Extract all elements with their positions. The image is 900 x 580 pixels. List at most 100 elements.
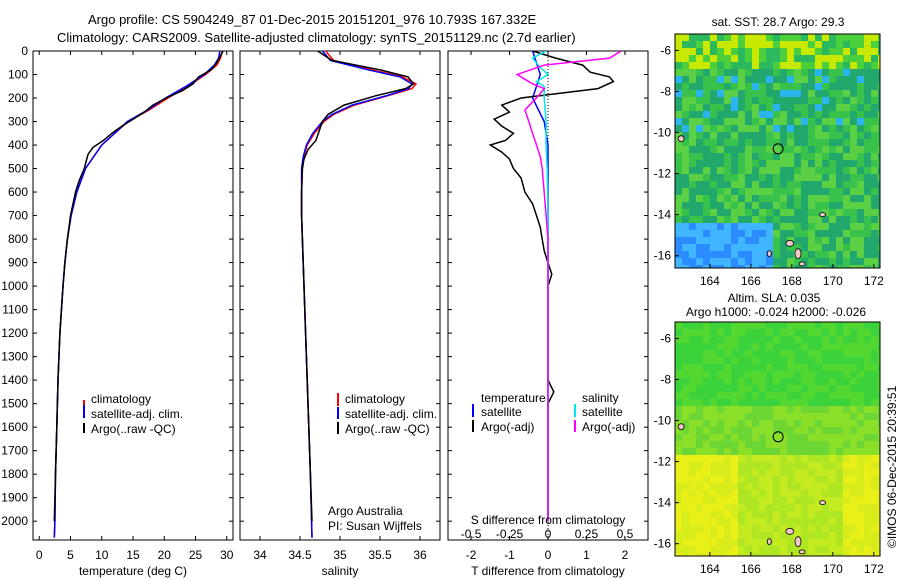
map-cell [801,525,808,532]
map-cell [675,181,682,188]
map-cell [710,244,717,251]
map-cell [759,518,766,525]
map-cell [724,125,731,132]
map-cell [787,160,794,167]
map-cell [878,125,880,132]
map-cell [682,378,689,385]
map-cell [745,146,752,153]
map-cell [703,322,710,329]
map-cell [759,392,766,399]
map-cell [696,518,703,525]
legend-temperature-heading: temperature [481,391,546,405]
map-cell [717,223,724,230]
map-cell [724,132,731,139]
map-cell [857,406,864,413]
map-cell [766,195,773,202]
map-cell [843,111,850,118]
map-cell [822,167,829,174]
map-cell [850,216,857,223]
map-cell [836,160,843,167]
legend-temp-sat-label: satellite-adj. clim. [91,407,183,421]
map-cell [836,146,843,153]
map-cell [864,132,871,139]
map-cell [745,427,752,434]
map-cell [787,188,794,195]
map-cell [689,455,696,462]
map-cell [689,539,696,546]
map-cell [829,441,836,448]
map-cell [766,490,773,497]
map-cell [864,202,871,209]
map-cell [829,406,836,413]
map-cell [808,455,815,462]
sst-map [675,34,880,268]
map-cell [850,546,857,553]
map-cell [773,230,780,237]
map-cell [801,511,808,518]
map-cell [717,265,724,268]
map-cell [801,336,808,343]
map-cell [815,511,822,518]
map-cell [843,34,850,41]
map-cell [857,216,864,223]
map-cell [829,511,836,518]
map-cell [773,181,780,188]
map-cell [738,237,745,244]
map-cell [682,174,689,181]
map-cell [850,188,857,195]
map-cell [752,371,759,378]
map-cell [843,364,850,371]
map-cell [836,83,843,90]
island [819,500,826,506]
map-cell [857,34,864,41]
map-cell [752,322,759,329]
map-cell [815,357,822,364]
map-cell [871,174,878,181]
map-cell [703,111,710,118]
map-cell [696,69,703,76]
map-cell [857,329,864,336]
salinity-x-axis: 34 34.5 35 35.5 36 [253,51,427,562]
map-cell [738,462,745,469]
map-cell [822,258,829,265]
map-cell [745,118,752,125]
map-cell [682,392,689,399]
map-cell [696,476,703,483]
map-cell [815,532,822,539]
map-cell [766,336,773,343]
map-cell [689,83,696,90]
map-cell [843,41,850,48]
map-cell [843,216,850,223]
map-cell [745,420,752,427]
map-cell [766,350,773,357]
map-cell [738,490,745,497]
map-cell [808,476,815,483]
map-cell [801,357,808,364]
map-cell [731,476,738,483]
map-cell [850,322,857,329]
map-cell [731,511,738,518]
depth-tick-label: 1000 [1,279,28,293]
map-cell [675,202,682,209]
map-cell [773,223,780,230]
map-cell [801,237,808,244]
map-cell [703,181,710,188]
map-cell [731,322,738,329]
map-cell [829,244,836,251]
map-cell [857,160,864,167]
map-cell [878,553,880,556]
map-cell [836,76,843,83]
map-cell [689,111,696,118]
map-cell [710,202,717,209]
map-cell [752,546,759,553]
map-cell [731,364,738,371]
map-cell [843,132,850,139]
map-cell [752,181,759,188]
map-cell [738,420,745,427]
map-cell [836,153,843,160]
map-cell [766,153,773,160]
map-cell [689,378,696,385]
map-cell [787,511,794,518]
map-cell [675,399,682,406]
map-cell [689,357,696,364]
